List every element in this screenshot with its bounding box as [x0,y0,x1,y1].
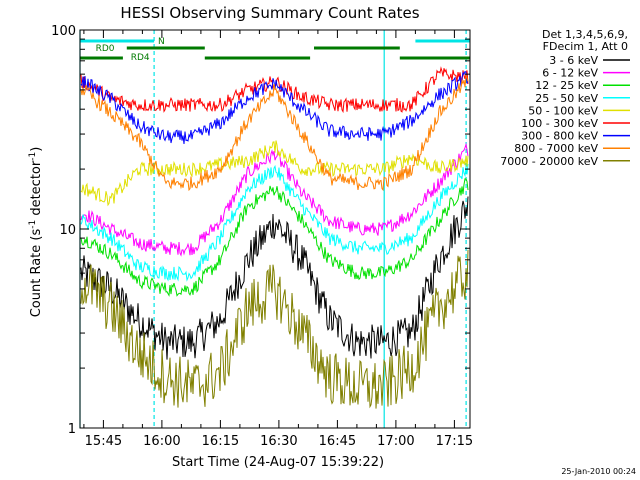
flag-label-n: N [158,37,165,47]
x-tick-label: 17:00 [377,434,414,449]
series-line [80,142,469,257]
flag-label-rd4: RD4 [131,53,150,63]
timestamp: 25-Jan-2010 00:24 [561,467,636,476]
y-axis: 1 10 100 [51,24,470,437]
y-axis-label-sup: -1 [28,220,38,229]
legend-entry-label: 7000 - 20000 keV [500,155,598,168]
y-tick-label: 100 [51,24,76,39]
series-line [80,178,469,297]
series-line [80,196,469,360]
legend-entry-label: 50 - 100 keV [528,104,598,117]
y-axis-label: Count Rate (s-1 detector-1) [28,147,44,318]
series-line [80,163,469,282]
legend: Det 1,3,4,5,6,9, FDecim 1, Att 0 3 - 6 k… [500,28,630,168]
y-tick-label: 10 [59,223,76,238]
legend-entry-label: 6 - 12 keV [542,67,598,80]
x-tick-label: 16:15 [202,434,239,449]
legend-entry-label: 12 - 25 keV [535,79,598,92]
legend-entry-label: 3 - 6 keV [549,54,598,67]
y-axis-label-close: ) [29,147,44,152]
x-tick-label: 16:30 [260,434,297,449]
x-axis-label: Start Time (24-Aug-07 15:39:22) [172,455,384,470]
flag-label-rd0: RD0 [96,44,115,54]
series-line [80,73,469,192]
chart-title: HESSI Observing Summary Count Rates [120,4,419,22]
legend-header-1: Det 1,3,4,5,6,9, [542,28,628,41]
series-line [80,140,469,207]
series-line [80,66,469,114]
legend-entry-label: 300 - 800 keV [521,130,598,143]
series-line [80,249,469,409]
legend-entry-label: 800 - 7000 keV [514,142,598,155]
x-tick-label: 16:45 [319,434,356,449]
x-tick-label: 16:00 [143,434,180,449]
legend-entry-label: 25 - 50 keV [535,92,598,105]
y-axis-label-main: Count Rate (s [29,229,44,318]
plot-area: N RD0 RD4 [79,30,470,428]
legend-header-2: FDecim 1, Att 0 [543,40,628,53]
y-axis-label-tail: detector [29,160,44,220]
x-tick-label: 15:45 [85,434,122,449]
legend-entry-label: 100 - 300 keV [521,117,598,130]
y-axis-label-sup2: -1 [28,152,38,161]
y-tick-label: 1 [68,422,76,437]
x-tick-label: 17:15 [436,434,473,449]
x-axis: 15:45 16:00 16:15 16:30 16:45 17:00 17:15 [83,30,473,449]
